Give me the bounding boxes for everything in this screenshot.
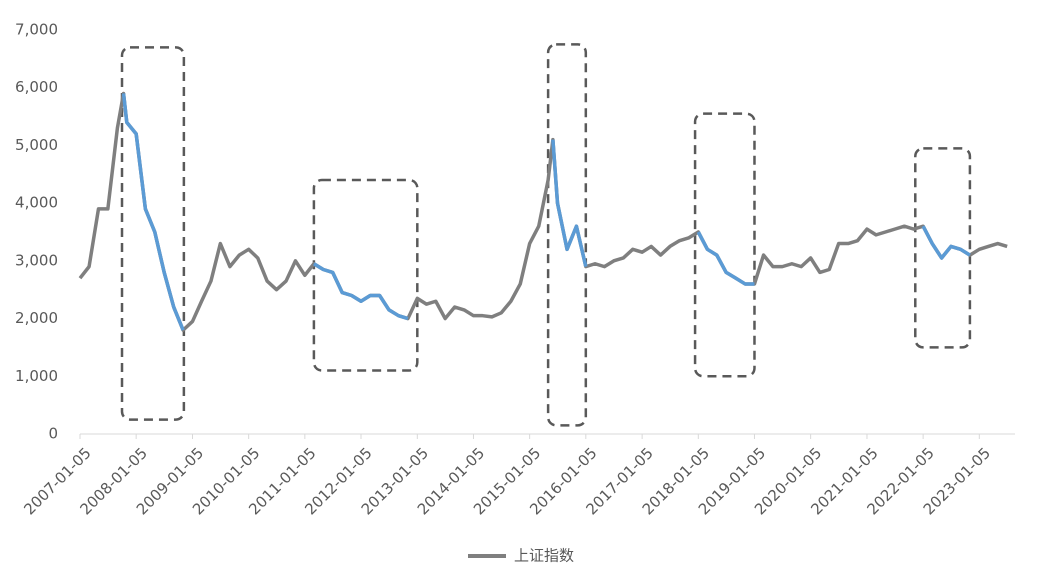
highlight-line xyxy=(551,139,588,268)
y-tick-label: 2,000 xyxy=(15,309,58,327)
series-line xyxy=(78,91,1008,332)
highlight-box xyxy=(120,46,186,421)
y-tick-label: 0 xyxy=(48,425,58,443)
highlight-box xyxy=(312,178,419,372)
y-tick-label: 7,000 xyxy=(15,21,58,39)
highlight-line xyxy=(696,231,755,286)
y-tick-label: 6,000 xyxy=(15,78,58,96)
highlight-box xyxy=(914,147,972,349)
highlight-line xyxy=(121,93,185,331)
y-tick-label: 4,000 xyxy=(15,194,58,212)
y-tick-label: 1,000 xyxy=(15,367,58,385)
highlight-line xyxy=(312,262,409,321)
highlight-box xyxy=(693,112,756,378)
highlight-box xyxy=(546,43,588,427)
y-tick-label: 3,000 xyxy=(15,251,58,269)
highlight-line xyxy=(921,225,971,260)
legend-label: 上证指数 xyxy=(514,547,574,565)
y-tick-label: 5,000 xyxy=(15,136,58,154)
